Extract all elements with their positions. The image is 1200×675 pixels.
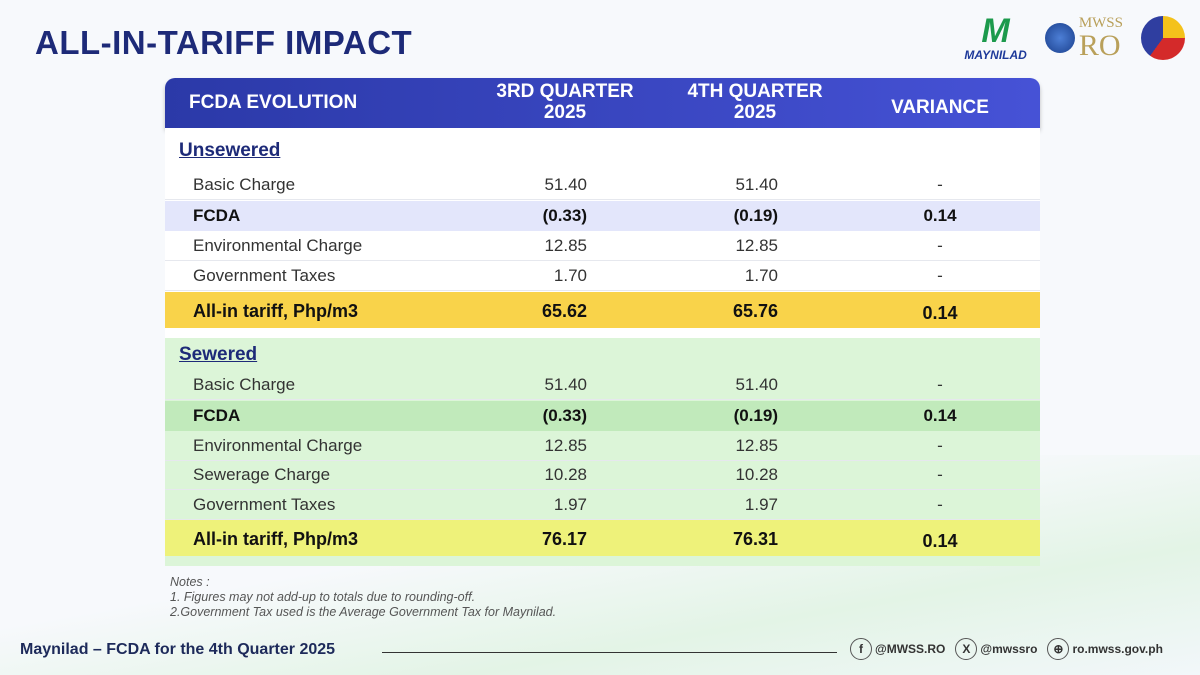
row-label: FCDA xyxy=(193,206,241,225)
note-1: 1. Figures may not add-up to totals due … xyxy=(170,590,476,604)
table-row: Basic Charge 51.40 51.40 - xyxy=(165,370,1040,400)
row-label: Government Taxes xyxy=(193,266,336,285)
row-label: Environmental Charge xyxy=(193,436,363,455)
notes: Notes : 1. Figures may not add-up to tot… xyxy=(170,575,556,620)
row-label: FCDA xyxy=(193,406,241,425)
q3-value: 51.40 xyxy=(544,175,587,194)
mwss-ro-logo: MWSS RO xyxy=(1044,15,1123,61)
maynilad-logo: M MAYNILAD xyxy=(964,12,1027,62)
facebook-link[interactable]: f @MWSS.RO xyxy=(850,638,945,660)
header-q3: 3RD QUARTER 2025 xyxy=(496,81,634,123)
notes-title: Notes : xyxy=(170,575,210,589)
total-label: All-in tariff, Php/m3 xyxy=(193,529,359,549)
variance-value: - xyxy=(937,375,943,394)
q3-value: 1.70 xyxy=(553,266,587,285)
table-row: FCDA (0.33) (0.19) 0.14 xyxy=(165,201,1040,231)
total-variance: 0.14 xyxy=(922,531,958,551)
footer-divider xyxy=(382,652,837,653)
table-row: Government Taxes 1.97 1.97 - xyxy=(165,490,1040,520)
variance-value: 0.14 xyxy=(923,406,957,425)
table-header: FCDA EVOLUTION 3RD QUARTER 2025 4TH QUAR… xyxy=(165,78,1040,128)
variance-value: - xyxy=(937,465,943,484)
q4-value: (0.19) xyxy=(733,206,778,225)
row-label: Environmental Charge xyxy=(193,236,363,255)
globe-icon: ⊕ xyxy=(1047,638,1070,660)
variance-value: - xyxy=(937,436,943,455)
row-label: Basic Charge xyxy=(193,375,296,394)
q3-value: 51.40 xyxy=(544,375,587,394)
table-row: Sewerage Charge 10.28 10.28 - xyxy=(165,460,1040,490)
q3-value: 1.97 xyxy=(553,495,587,514)
table-row: Environmental Charge 12.85 12.85 - xyxy=(165,231,1040,261)
variance-value: - xyxy=(937,495,943,514)
q4-value: 51.40 xyxy=(735,175,778,194)
total-q4: 76.31 xyxy=(732,529,778,549)
row-label: Basic Charge xyxy=(193,175,296,194)
table-row: Environmental Charge 12.85 12.85 - xyxy=(165,431,1040,461)
sewered-title: Sewered xyxy=(179,344,258,365)
q4-value: (0.19) xyxy=(733,406,778,425)
row-label: Sewerage Charge xyxy=(193,465,331,484)
variance-value: - xyxy=(937,175,943,194)
q4-value: 12.85 xyxy=(735,236,778,255)
facebook-icon: f xyxy=(850,638,872,660)
note-2: 2.Government Tax used is the Average Gov… xyxy=(170,605,557,619)
q3-value: (0.33) xyxy=(542,406,587,425)
header-variance: VARIANCE xyxy=(891,97,989,118)
variance-value: 0.14 xyxy=(923,206,957,225)
total-label: All-in tariff, Php/m3 xyxy=(193,301,359,321)
header-q4: 4TH QUARTER 2025 xyxy=(687,81,823,123)
unsewered-section: Unsewered Basic Charge 51.40 51.40 - FCD… xyxy=(165,128,1040,338)
q3-value: 12.85 xyxy=(544,236,587,255)
footer-text: Maynilad – FCDA for the 4th Quarter 2025 xyxy=(20,641,336,658)
q4-value: 10.28 xyxy=(735,465,778,484)
social-links: f @MWSS.RO X @mwssro ⊕ ro.mwss.gov.ph xyxy=(850,638,1163,660)
variance-value: - xyxy=(937,266,943,285)
table-row: Basic Charge 51.40 51.40 - xyxy=(165,170,1040,200)
total-q4: 65.76 xyxy=(732,301,778,321)
q3-value: 10.28 xyxy=(544,465,587,484)
x-icon: X xyxy=(955,638,978,660)
website-link[interactable]: ⊕ ro.mwss.gov.ph xyxy=(1047,638,1163,660)
q4-value: 51.40 xyxy=(735,375,778,394)
q4-value: 12.85 xyxy=(735,436,778,455)
q4-value: 1.97 xyxy=(744,495,778,514)
total-row: All-in tariff, Php/m3 76.17 76.31 0.14 xyxy=(165,520,1040,556)
bagong-pilipinas-logo xyxy=(1141,16,1185,60)
logos: M MAYNILAD MWSS RO xyxy=(964,14,1185,62)
table-row: FCDA (0.33) (0.19) 0.14 xyxy=(165,401,1040,431)
q3-value: (0.33) xyxy=(542,206,587,225)
total-q3: 65.62 xyxy=(541,301,587,321)
sewered-section: Sewered Basic Charge 51.40 51.40 - FCDA … xyxy=(165,338,1040,566)
q4-value: 1.70 xyxy=(744,266,778,285)
header-fcda-evolution: FCDA EVOLUTION xyxy=(189,92,358,113)
page-title: ALL-IN-TARIFF IMPACT xyxy=(35,24,413,61)
total-q3: 76.17 xyxy=(541,529,587,549)
total-variance: 0.14 xyxy=(922,303,958,323)
total-row: All-in tariff, Php/m3 65.62 65.76 0.14 xyxy=(165,292,1040,328)
unsewered-title: Unsewered xyxy=(179,140,281,161)
x-link[interactable]: X @mwssro xyxy=(955,638,1037,660)
table-row: Government Taxes 1.70 1.70 - xyxy=(165,261,1040,291)
q3-value: 12.85 xyxy=(544,436,587,455)
row-label: Government Taxes xyxy=(193,495,336,514)
variance-value: - xyxy=(937,236,943,255)
fcda-table: FCDA EVOLUTION 3RD QUARTER 2025 4TH QUAR… xyxy=(165,78,1040,566)
